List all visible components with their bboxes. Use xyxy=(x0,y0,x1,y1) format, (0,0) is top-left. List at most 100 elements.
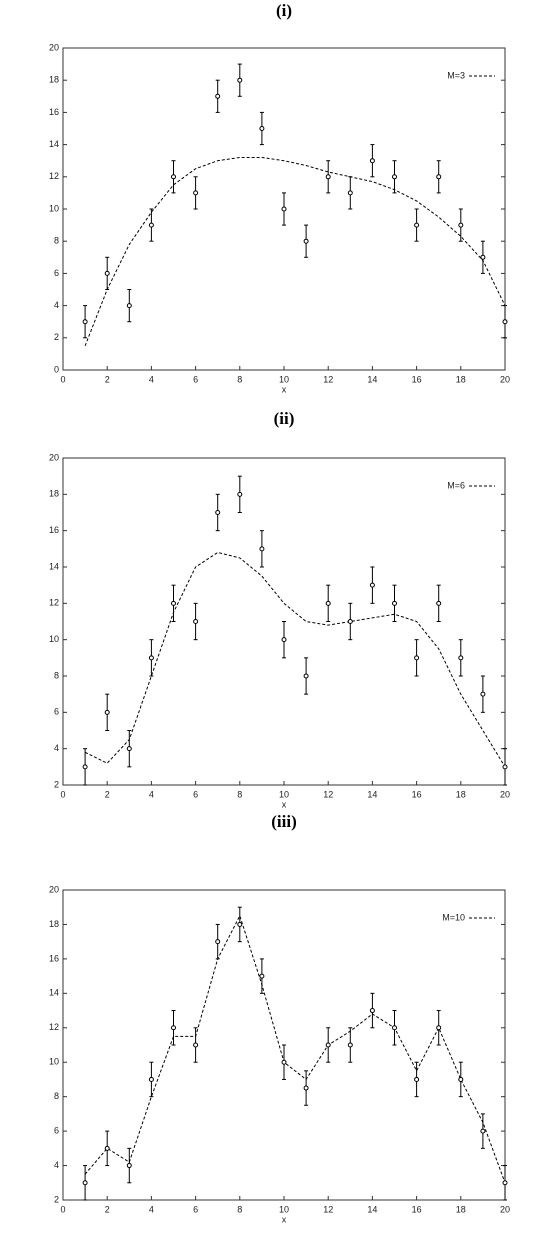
x-tick-label: 8 xyxy=(237,789,242,799)
y-tick-label: 10 xyxy=(49,203,59,213)
y-tick-label: 8 xyxy=(54,670,59,680)
y-tick-label: 2 xyxy=(54,1194,59,1204)
x-tick-label: 12 xyxy=(323,789,333,799)
x-tick-label: 18 xyxy=(456,789,466,799)
x-tick-label: 18 xyxy=(456,1204,466,1214)
x-tick-label: 2 xyxy=(105,1204,110,1214)
data-point xyxy=(458,655,464,661)
chart-title: (iii) xyxy=(271,812,297,831)
data-point xyxy=(237,921,243,927)
x-tick-label: 0 xyxy=(60,1204,65,1214)
x-tick-label: 4 xyxy=(149,374,154,384)
data-point xyxy=(392,600,397,606)
data-point xyxy=(237,491,243,497)
x-tick-label: 8 xyxy=(237,374,242,384)
data-point xyxy=(347,619,353,624)
fit-line xyxy=(84,914,506,1183)
x-tick-label: 16 xyxy=(412,789,422,799)
data-point xyxy=(502,764,508,770)
data-point xyxy=(215,939,221,945)
x-tick-label: 10 xyxy=(279,789,289,799)
x-tick-label: 4 xyxy=(149,789,154,799)
data-point xyxy=(148,1076,154,1082)
x-tick-label: 0 xyxy=(60,374,65,384)
data-point xyxy=(104,709,110,715)
y-tick-label: 2 xyxy=(54,779,59,789)
x-tick-label: 20 xyxy=(500,789,510,799)
data-point xyxy=(436,600,442,606)
y-tick-label: 18 xyxy=(49,75,59,85)
x-tick-label: 6 xyxy=(193,374,198,384)
legend-label: M=3 xyxy=(447,70,465,80)
data-point xyxy=(104,1145,110,1151)
data-point xyxy=(414,655,420,661)
y-tick-label: 16 xyxy=(49,107,59,117)
y-tick-label: 0 xyxy=(54,364,59,374)
data-point xyxy=(259,973,265,979)
y-tick-label: 16 xyxy=(49,525,59,535)
data-point xyxy=(480,254,486,260)
data-point xyxy=(215,93,221,99)
y-tick-label: 12 xyxy=(49,1022,59,1032)
data-point xyxy=(325,174,331,180)
data-point xyxy=(82,319,88,325)
data-point xyxy=(369,582,375,588)
fit-line xyxy=(84,156,506,347)
x-tick-label: 2 xyxy=(105,789,110,799)
y-tick-label: 18 xyxy=(49,919,59,929)
data-point xyxy=(436,1025,442,1031)
data-point xyxy=(259,546,265,552)
data-point xyxy=(414,1076,420,1082)
data-point xyxy=(171,174,176,180)
data-point xyxy=(126,303,132,309)
x-tick-label: 6 xyxy=(193,1204,198,1214)
x-tick-label: 0 xyxy=(60,789,65,799)
x-tick-label: 20 xyxy=(500,1204,510,1214)
chart-title: (ii) xyxy=(274,409,295,428)
y-tick-label: 12 xyxy=(49,171,59,181)
y-tick-label: 10 xyxy=(49,634,59,644)
chart-title: (i) xyxy=(276,1,292,20)
data-point xyxy=(237,77,243,83)
data-point xyxy=(458,1076,464,1082)
x-tick-label: 10 xyxy=(279,1204,289,1214)
y-tick-label: 4 xyxy=(54,300,59,310)
data-point xyxy=(303,673,309,679)
data-point xyxy=(193,1042,199,1048)
y-tick-label: 18 xyxy=(49,489,59,499)
data-point xyxy=(369,1008,375,1014)
y-tick-label: 4 xyxy=(54,1160,59,1170)
y-tick-label: 14 xyxy=(49,988,59,998)
data-point xyxy=(82,764,88,770)
y-tick-label: 2 xyxy=(54,332,59,342)
x-tick-label: 12 xyxy=(323,1204,333,1214)
x-tick-label: 18 xyxy=(456,374,466,384)
x-axis-label: x xyxy=(282,384,287,394)
y-tick-label: 20 xyxy=(49,452,59,462)
x-tick-label: 14 xyxy=(367,374,377,384)
fit-line xyxy=(84,551,506,768)
data-point xyxy=(325,1042,331,1048)
x-axis-label: x xyxy=(282,1214,287,1224)
data-point xyxy=(303,238,309,244)
data-point xyxy=(193,190,199,196)
data-point xyxy=(502,1180,508,1186)
y-tick-label: 16 xyxy=(49,953,59,963)
data-point xyxy=(215,510,221,515)
data-point xyxy=(480,691,486,697)
data-point xyxy=(281,1059,287,1065)
data-point xyxy=(148,222,154,228)
legend-label: M=10 xyxy=(442,912,465,922)
data-point xyxy=(392,1025,397,1031)
data-point xyxy=(458,222,464,228)
data-point xyxy=(171,600,176,606)
x-tick-label: 16 xyxy=(412,1204,422,1214)
data-point xyxy=(259,126,265,131)
data-point xyxy=(171,1025,176,1031)
x-tick-label: 8 xyxy=(237,1204,242,1214)
y-tick-label: 6 xyxy=(54,1125,59,1135)
legend-label: M=6 xyxy=(447,480,465,490)
x-tick-label: 6 xyxy=(193,789,198,799)
x-tick-label: 10 xyxy=(279,374,289,384)
x-tick-label: 16 xyxy=(412,374,422,384)
